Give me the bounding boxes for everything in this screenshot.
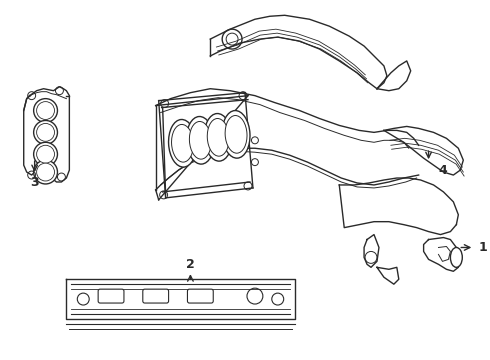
Ellipse shape [204, 113, 232, 161]
Ellipse shape [450, 247, 462, 267]
Ellipse shape [34, 160, 57, 184]
FancyBboxPatch shape [98, 289, 124, 303]
Ellipse shape [37, 145, 54, 163]
Ellipse shape [34, 99, 57, 122]
Ellipse shape [34, 142, 57, 166]
Ellipse shape [190, 121, 211, 159]
Ellipse shape [225, 116, 247, 153]
Ellipse shape [37, 102, 54, 120]
Ellipse shape [172, 125, 194, 162]
Text: 2: 2 [186, 258, 195, 271]
Text: 1: 1 [478, 241, 487, 254]
Ellipse shape [186, 117, 214, 164]
Text: 4: 4 [439, 163, 447, 176]
Ellipse shape [34, 121, 57, 144]
Ellipse shape [207, 118, 229, 156]
FancyBboxPatch shape [188, 289, 213, 303]
Ellipse shape [169, 120, 196, 167]
FancyBboxPatch shape [143, 289, 169, 303]
Ellipse shape [37, 123, 54, 141]
Ellipse shape [222, 111, 250, 158]
Ellipse shape [37, 163, 54, 181]
Text: 3: 3 [30, 176, 39, 189]
